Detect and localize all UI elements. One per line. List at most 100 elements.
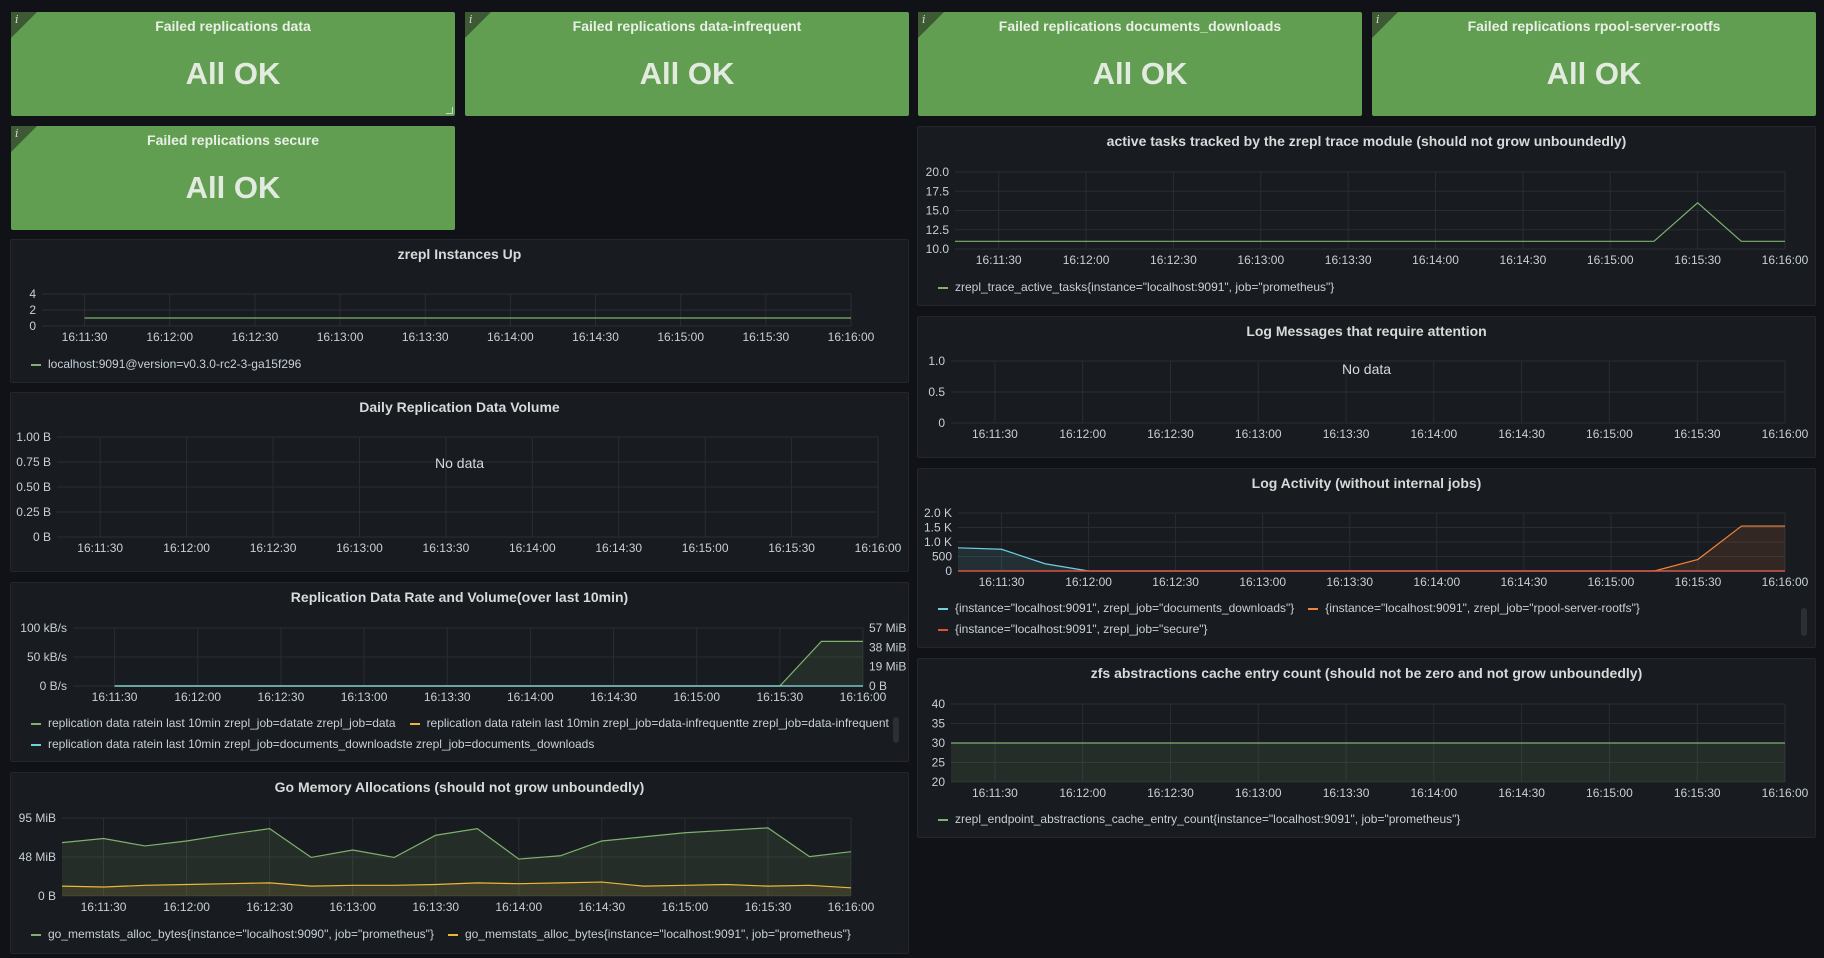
panel-title[interactable]: Failed replications data-infrequent	[572, 18, 802, 34]
graph-zfs-abstractions-cache[interactable]: 40 35 30 25 20 16:11:30 16:12:00 16:12:30 16:13:…	[918, 659, 1817, 839]
y2-tick-label: 0 B	[869, 679, 887, 693]
info-icon[interactable]: i	[1376, 13, 1380, 26]
graph-daily-replication-data-volume[interactable]: 1.00 B 0.75 B 0.50 B 0.25 B 0 B 16:11:30 16:12…	[11, 393, 910, 573]
info-icon[interactable]: i	[469, 13, 473, 26]
x-tick-label: 16:12:30	[246, 900, 293, 914]
legend-item[interactable]: localhost:9091@version=v0.3.0-rc2-3-ga15…	[31, 357, 301, 371]
x-tick-label: 16:13:30	[424, 690, 471, 704]
legend-item[interactable]: go_memstats_alloc_bytes{instance="localh…	[447, 927, 851, 941]
x-tick-label: 16:13:00	[1235, 427, 1282, 441]
x-tick-label: 16:14:00	[1410, 427, 1457, 441]
y-tick-label: 48 MiB	[19, 850, 56, 864]
legend-item[interactable]: {instance="localhost:9091", zrepl_job="r…	[1308, 601, 1640, 615]
series-line	[114, 640, 863, 687]
panel-zfs-abstractions-cache[interactable]: zfs abstractions cache entry count (shou…	[917, 658, 1816, 838]
y-tick-label: 0 B	[38, 889, 56, 903]
info-icon[interactable]: i	[15, 127, 19, 140]
legend-label: {instance="localhost:9091", zrepl_job="r…	[1325, 601, 1640, 615]
legend-scrollbar[interactable]	[1801, 608, 1807, 636]
x-tick-label: 16:14:00	[507, 690, 554, 704]
no-data-text: No data	[1342, 361, 1392, 377]
legend-scrollbar[interactable]	[893, 717, 899, 743]
y2-tick-label: 57 MiB	[869, 621, 906, 635]
legend-label: localhost:9091@version=v0.3.0-rc2-3-ga15…	[48, 357, 302, 371]
legend-label: replication data ratein last 10min zrepl…	[48, 716, 396, 730]
panel-zrepl-instances-up[interactable]: zrepl Instances Up 4 2 0 16:11:30 16:12:00 16…	[10, 239, 909, 383]
panel-title[interactable]: Failed replications rpool-server-rootfs	[1467, 18, 1721, 34]
legend-label: go_memstats_alloc_bytes{instance="localh…	[464, 927, 851, 941]
legend-label: zrepl_trace_active_tasks{instance="local…	[955, 280, 1335, 294]
stat-panel-data[interactable]: i Failed replications data All OK	[11, 12, 455, 116]
x-tick-label: 16:14:00	[1412, 253, 1459, 267]
x-tick-label: 16:15:00	[1586, 427, 1633, 441]
panel-go-memory-allocations[interactable]: Go Memory Allocations (should not grow u…	[10, 772, 909, 954]
panel-info-corner[interactable]: i	[1372, 12, 1398, 38]
stat-panel-rpool-server-rootfs[interactable]: i Failed replications rpool-server-rootf…	[1372, 12, 1816, 116]
series-area	[951, 743, 1785, 782]
panel-info-corner[interactable]: i	[465, 12, 491, 38]
panel-title[interactable]: Log Activity (without internal jobs)	[1251, 475, 1482, 491]
x-tick-label: 16:15:30	[1675, 575, 1722, 589]
x-tick-label: 16:14:00	[1413, 575, 1460, 589]
graph-log-messages[interactable]: 1.0 0.5 0 16:11:30 16:12:00 16:12:30 16:13:00 1…	[918, 317, 1817, 459]
panel-active-tasks[interactable]: active tasks tracked by the zrepl trace …	[917, 126, 1816, 306]
panel-title[interactable]: Failed replications documents_downloads	[998, 18, 1282, 34]
x-tick-label: 16:13:30	[1326, 575, 1373, 589]
panel-title[interactable]: Daily Replication Data Volume	[359, 399, 560, 415]
x-tick-label: 16:14:00	[495, 900, 542, 914]
graph-replication-data-rate[interactable]: 100 kB/s 50 kB/s 0 B/s 57 MiB 38 MiB 19 MiB 0 …	[11, 583, 910, 763]
x-tick-label: 16:16:00	[855, 541, 902, 555]
legend-swatch	[409, 722, 420, 725]
panel-log-activity[interactable]: Log Activity (without internal jobs) 2.0…	[917, 468, 1816, 648]
y-tick-label: 15.0	[926, 204, 950, 218]
y-tick-label: 0 B/s	[40, 679, 67, 693]
graph-active-tasks[interactable]: 20.0 17.5 15.0 12.5 10.0 16:11:30 16:12:00 16:1…	[918, 127, 1817, 307]
legend-item[interactable]: replication data ratein last 10min zrepl…	[409, 716, 889, 730]
legend-item[interactable]: zrepl_endpoint_abstractions_cache_entry_…	[938, 812, 1460, 826]
legend-swatch	[938, 286, 948, 289]
panel-info-corner[interactable]: i	[11, 12, 37, 38]
legend-item[interactable]: replication data ratein last 10min zrepl…	[31, 716, 396, 730]
legend-item[interactable]: zrepl_trace_active_tasks{instance="local…	[938, 280, 1334, 294]
graph-go-memory-allocations[interactable]: 95 MiB 48 MiB 0 B 16:11:30 16:12:00 16:12:30 1…	[11, 773, 910, 955]
panel-title[interactable]: zfs abstractions cache entry count (shou…	[1090, 665, 1643, 681]
y-tick-label: 2	[29, 303, 36, 317]
panel-replication-data-rate[interactable]: Replication Data Rate and Volume(over la…	[10, 582, 909, 762]
panel-daily-replication-data-volume[interactable]: Daily Replication Data Volume 1.00 B 0.75…	[10, 392, 909, 572]
info-icon[interactable]: i	[922, 13, 926, 26]
panel-title[interactable]: Replication Data Rate and Volume(over la…	[290, 589, 629, 605]
panel-title[interactable]: Failed replications secure	[147, 132, 319, 148]
y-tick-label: 0.50 B	[16, 480, 51, 494]
panel-log-messages[interactable]: Log Messages that require attention 1.0 0…	[917, 316, 1816, 458]
x-tick-label: 16:16:00	[1762, 427, 1809, 441]
x-tick-label: 16:15:30	[1674, 786, 1721, 800]
legend-item[interactable]: go_memstats_alloc_bytes{instance="localh…	[31, 927, 434, 941]
y-tick-label: 1.0	[928, 354, 945, 368]
panel-title[interactable]: Go Memory Allocations (should not grow u…	[274, 779, 645, 795]
x-tick-label: 16:15:30	[768, 541, 815, 555]
panel-title[interactable]: active tasks tracked by the zrepl trace …	[1106, 133, 1627, 149]
panel-info-corner[interactable]: i	[11, 126, 37, 152]
resize-handle-icon[interactable]	[446, 107, 453, 114]
y2-tick-label: 38 MiB	[869, 640, 906, 654]
panel-title[interactable]: zrepl Instances Up	[397, 246, 522, 262]
stat-panel-data-infrequent[interactable]: i Failed replications data-infrequent Al…	[465, 12, 909, 116]
stat-panel-secure[interactable]: i Failed replications secure All OK	[11, 126, 455, 230]
legend-item[interactable]: replication data ratein last 10min zrepl…	[31, 737, 594, 751]
stat-value: All OK	[1546, 56, 1642, 91]
legend-item[interactable]: {instance="localhost:9091", zrepl_job="d…	[938, 601, 1294, 615]
panel-info-corner[interactable]: i	[918, 12, 944, 38]
stat-value: All OK	[185, 170, 281, 205]
info-icon[interactable]: i	[15, 13, 19, 26]
panel-title[interactable]: Log Messages that require attention	[1246, 323, 1487, 339]
x-tick-label: 16:15:00	[673, 690, 720, 704]
graph-zrepl-instances-up[interactable]: 4 2 0 16:11:30 16:12:00 16:12:30 16:13:00 16:13…	[11, 240, 910, 384]
x-tick-label: 16:11:30	[976, 253, 1022, 267]
x-tick-label: 16:13:00	[1239, 575, 1286, 589]
legend-item[interactable]: {instance="localhost:9091", zrepl_job="s…	[938, 622, 1208, 636]
x-tick-label: 16:15:30	[742, 330, 789, 344]
stat-panel-documents-downloads[interactable]: i Failed replications documents_download…	[918, 12, 1362, 116]
series-line	[61, 827, 852, 860]
panel-title[interactable]: Failed replications data	[155, 18, 311, 34]
